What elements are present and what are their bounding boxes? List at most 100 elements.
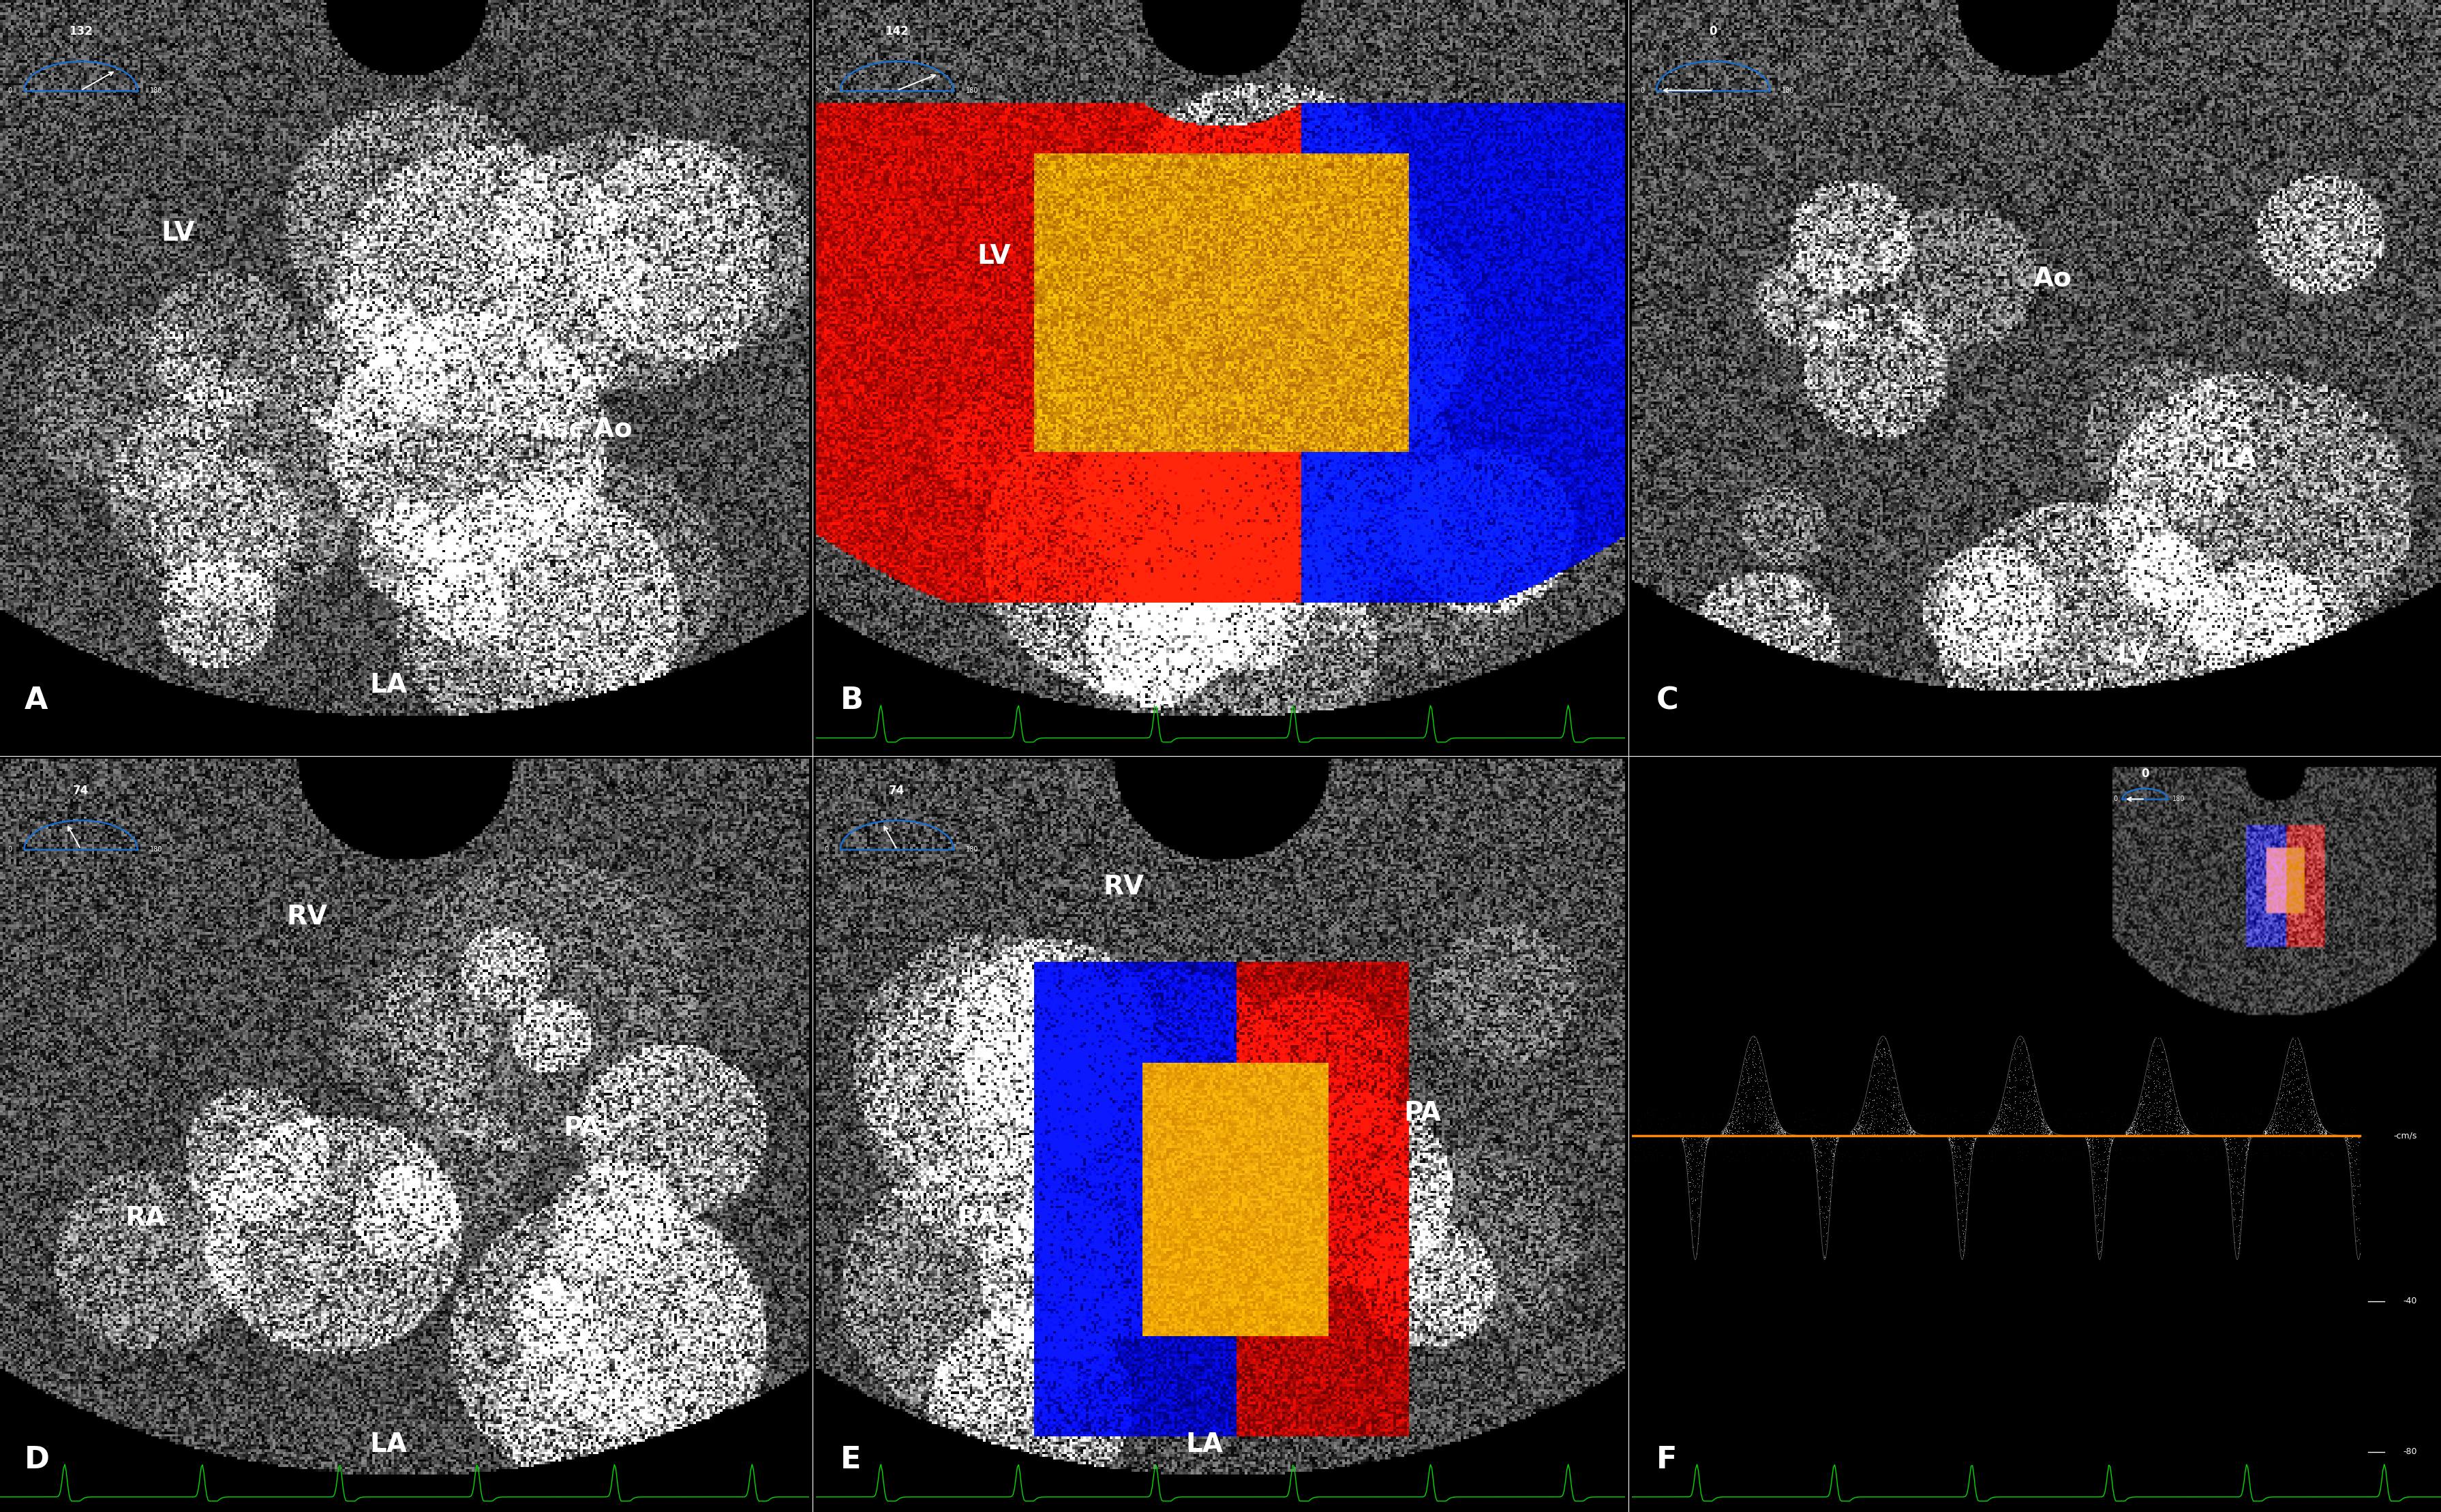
Point [2212,1164,2251,1188]
Point [2009,1083,2048,1107]
Point [1980,1105,2019,1129]
Point [2148,1119,2187,1143]
Point [2317,1143,2356,1167]
Point [2263,1114,2302,1139]
Point [1975,1119,2014,1143]
Point [1799,1175,1838,1199]
Point [1941,1178,1980,1202]
Point [1716,1096,1755,1120]
Point [1675,1145,1714,1169]
Point [1731,1064,1770,1089]
Point [1916,1111,1955,1136]
Point [2212,1152,2251,1176]
Point [2226,1146,2265,1170]
Point [2009,1105,2048,1129]
Point [1965,1129,2004,1154]
Point [1731,1145,1770,1169]
Point [1716,1143,1755,1167]
Point [1679,1158,1718,1182]
Point [1936,1143,1975,1167]
Point [1904,1132,1943,1157]
Point [1892,1119,1931,1143]
Point [2302,1117,2341,1142]
Point [1701,1117,1740,1142]
Point [2299,1117,2338,1142]
Point [1706,1119,1745,1143]
Point [2009,1102,2048,1126]
Point [2158,1099,2197,1123]
Point [1679,1175,1718,1199]
Point [1736,1067,1775,1092]
Point [1758,1113,1797,1137]
Point [1689,1107,1728,1131]
Point [2151,1063,2190,1087]
Point [1709,1120,1748,1145]
Point [2092,1125,2131,1149]
Point [2092,1134,2131,1158]
Point [1960,1140,1999,1164]
Point [1870,1039,1909,1063]
Point [1948,1131,1987,1155]
Point [1941,1126,1980,1151]
Point [1850,1114,1889,1139]
Point [2299,1111,2338,1136]
Point [1980,1116,2019,1140]
Point [1875,1134,1914,1158]
Point [1889,1122,1928,1146]
Point [1714,1104,1753,1128]
Point [2234,1123,2273,1148]
Point [1865,1043,1904,1067]
Point [1848,1143,1887,1167]
Point [2124,1116,2163,1140]
Point [1716,1119,1755,1143]
Point [1714,1140,1753,1164]
Point [1745,1101,1784,1125]
Point [2092,1125,2131,1149]
Point [2282,1110,2321,1134]
Point [1943,1104,1982,1128]
Point [1682,1136,1721,1160]
Point [2102,1105,2141,1129]
Point [2063,1119,2102,1143]
Point [2131,1136,2170,1160]
Text: 180: 180 [967,88,979,94]
Point [1931,1132,1970,1157]
Point [1970,1123,2009,1148]
Point [1823,1110,1862,1134]
Point [2075,1142,2114,1166]
Point [1748,1126,1787,1151]
Point [1653,1113,1692,1137]
Point [2280,1102,2319,1126]
Point [1933,1136,1972,1160]
Point [2072,1126,2111,1151]
Point [2031,1123,2070,1148]
Point [1963,1122,2002,1146]
Point [2168,1119,2207,1143]
Point [2326,1145,2365,1169]
Point [2219,1223,2258,1247]
Point [1738,1101,1777,1125]
Point [2119,1120,2158,1145]
Point [1797,1132,1836,1157]
Point [2048,1098,2087,1122]
Point [1704,1119,1743,1143]
Point [1999,1107,2038,1131]
Point [1675,1169,1714,1193]
Point [1936,1134,1975,1158]
Point [1882,1095,1921,1119]
Point [1765,1120,1804,1145]
Point [1843,1131,1882,1155]
Point [1762,1117,1801,1142]
Point [1887,1101,1926,1125]
Point [1880,1107,1919,1131]
Point [1953,1146,1992,1170]
Point [1843,1102,1882,1126]
Point [1794,1128,1833,1152]
Point [1740,1037,1779,1061]
Point [1811,1126,1850,1151]
Point [1992,1120,2031,1145]
Point [1672,1207,1711,1231]
Point [1758,1113,1797,1137]
Point [2041,1123,2080,1148]
Point [2314,1143,2353,1167]
